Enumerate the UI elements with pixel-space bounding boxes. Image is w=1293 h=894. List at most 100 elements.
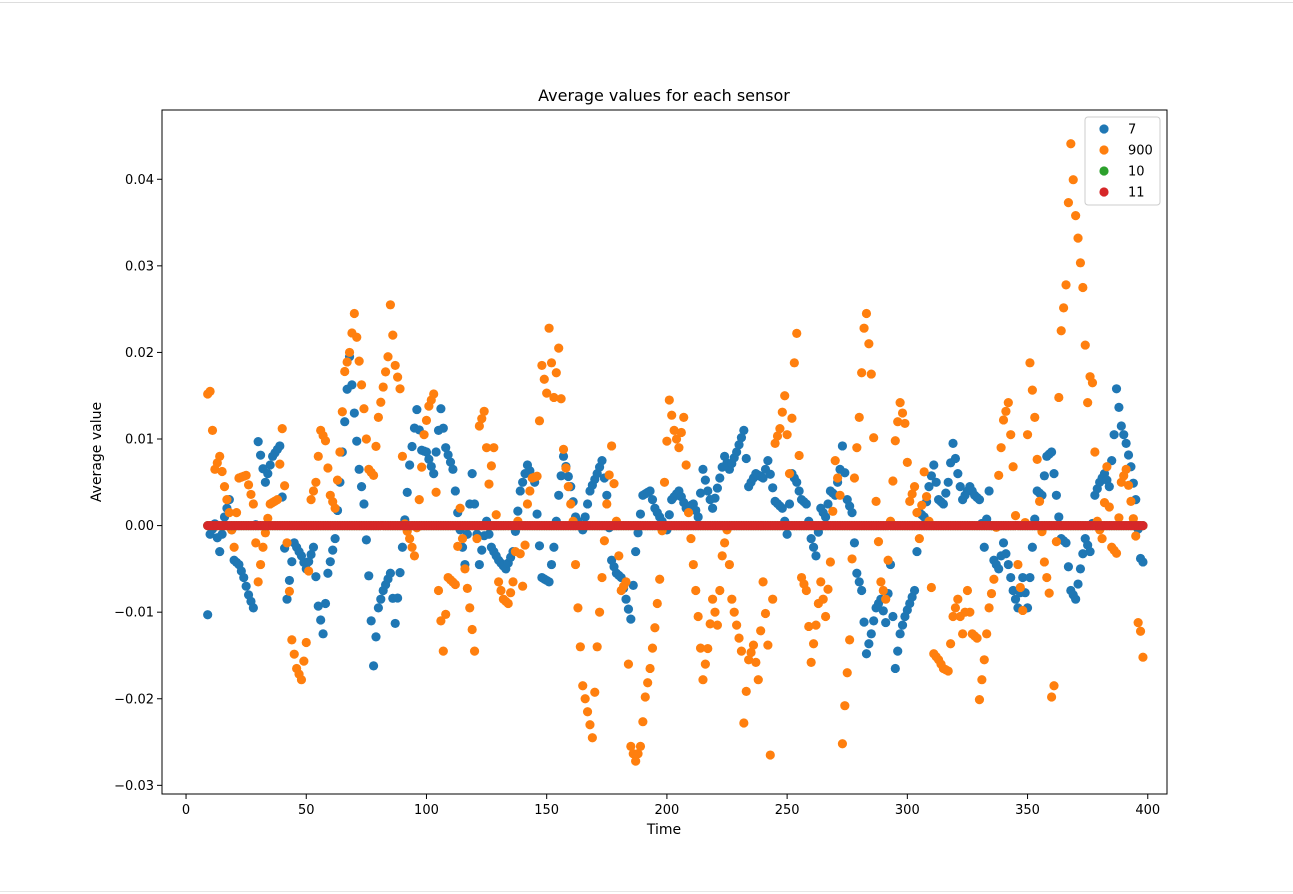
scatter-point	[1135, 626, 1146, 636]
scatter-point	[275, 459, 285, 469]
scatter-point	[623, 604, 634, 614]
scatter-point	[787, 413, 797, 423]
scatter-point	[378, 382, 388, 392]
scatter-point	[313, 601, 323, 611]
scatter-point	[390, 360, 400, 371]
scatter-point	[710, 607, 720, 617]
scatter-point	[352, 436, 362, 446]
scatter-point	[424, 454, 434, 464]
scatter-point	[582, 707, 593, 717]
scatter-point	[1075, 258, 1086, 268]
scatter-point	[570, 559, 581, 570]
scatter-point	[804, 621, 814, 632]
legend-marker	[1099, 124, 1109, 134]
scatter-point	[1059, 303, 1069, 313]
scatter-point	[316, 615, 326, 625]
scatter-point	[700, 659, 710, 669]
scatter-point	[260, 528, 270, 538]
scatter-point	[777, 407, 787, 417]
scatter-point	[881, 594, 891, 604]
scatter-point	[522, 499, 533, 509]
scatter-point	[1003, 398, 1013, 408]
scatter-point	[390, 618, 400, 629]
scatter-point	[1090, 447, 1100, 457]
scatter-point	[597, 572, 607, 583]
legend-label: 900	[1128, 144, 1153, 159]
scatter-point	[1071, 594, 1081, 604]
scatter-point	[782, 430, 792, 440]
scatter-point	[436, 404, 446, 414]
scatter-point	[1102, 462, 1112, 472]
x-tick-label: 50	[298, 803, 315, 818]
scatter-point	[479, 406, 489, 416]
scatter-point	[645, 486, 655, 496]
scatter-point	[253, 437, 263, 447]
scatter-point	[825, 557, 836, 567]
scatter-point	[926, 582, 936, 593]
window-top-rule	[0, 2, 1293, 3]
scatter-point	[1073, 233, 1083, 243]
scatter-point	[621, 577, 631, 587]
scatter-point	[311, 572, 321, 582]
scatter-point	[1083, 398, 1093, 408]
scatter-point	[929, 460, 939, 470]
series-11	[203, 520, 1148, 531]
scatter-point	[698, 675, 708, 685]
scatter-point	[518, 581, 528, 591]
scatter-point	[679, 412, 689, 422]
scatter-point	[347, 380, 357, 390]
scatter-point	[905, 496, 915, 506]
scatter-point	[1061, 280, 1071, 290]
scatter-point	[549, 542, 559, 552]
scatter-point	[508, 577, 518, 587]
scatter-point	[900, 418, 910, 429]
scatter-point	[1025, 572, 1035, 583]
scatter-point	[546, 559, 557, 570]
scatter-point	[414, 495, 424, 505]
scatter-point	[736, 432, 747, 443]
scatter-point	[602, 490, 612, 500]
scatter-point	[974, 495, 985, 505]
legend-marker	[1099, 145, 1109, 155]
y-tick-label: −0.02	[114, 692, 154, 707]
scatter-point	[1071, 211, 1081, 221]
scatter-point	[306, 495, 316, 505]
scatter-point	[789, 358, 799, 368]
scatter-point	[1121, 438, 1131, 448]
scatter-point	[895, 629, 905, 639]
scatter-point	[881, 617, 891, 628]
scatter-point	[724, 559, 735, 570]
scatter-point	[729, 607, 739, 617]
scatter-point	[320, 436, 331, 446]
scatter-point	[486, 461, 496, 471]
scatter-point	[1022, 430, 1033, 440]
scatter-point	[912, 546, 922, 557]
scatter-point	[1046, 692, 1057, 702]
scatter-point	[907, 489, 917, 499]
scatter-point	[794, 450, 804, 461]
scatter-point	[349, 308, 359, 319]
scatter-point	[765, 750, 775, 760]
scatter-point	[768, 594, 778, 604]
scatter-point	[857, 585, 867, 596]
scatter-point	[1042, 572, 1052, 583]
scatter-point	[205, 386, 215, 396]
scatter-point	[943, 477, 953, 487]
scatter-point	[866, 369, 876, 379]
scatter-point	[823, 584, 833, 594]
scatter-point	[311, 477, 321, 487]
scatter-point	[296, 675, 307, 685]
scatter-point	[626, 614, 636, 624]
scatter-point	[878, 585, 888, 596]
scatter-point	[344, 347, 355, 358]
scatter-point	[477, 545, 487, 555]
scatter-point	[1138, 557, 1148, 567]
scatter-point	[739, 425, 749, 435]
scatter-point	[407, 441, 417, 452]
scatter-point	[556, 394, 566, 404]
scatter-point	[546, 358, 557, 368]
scatter-point	[664, 395, 674, 405]
scatter-point	[1114, 402, 1124, 413]
scatter-point	[368, 661, 379, 671]
